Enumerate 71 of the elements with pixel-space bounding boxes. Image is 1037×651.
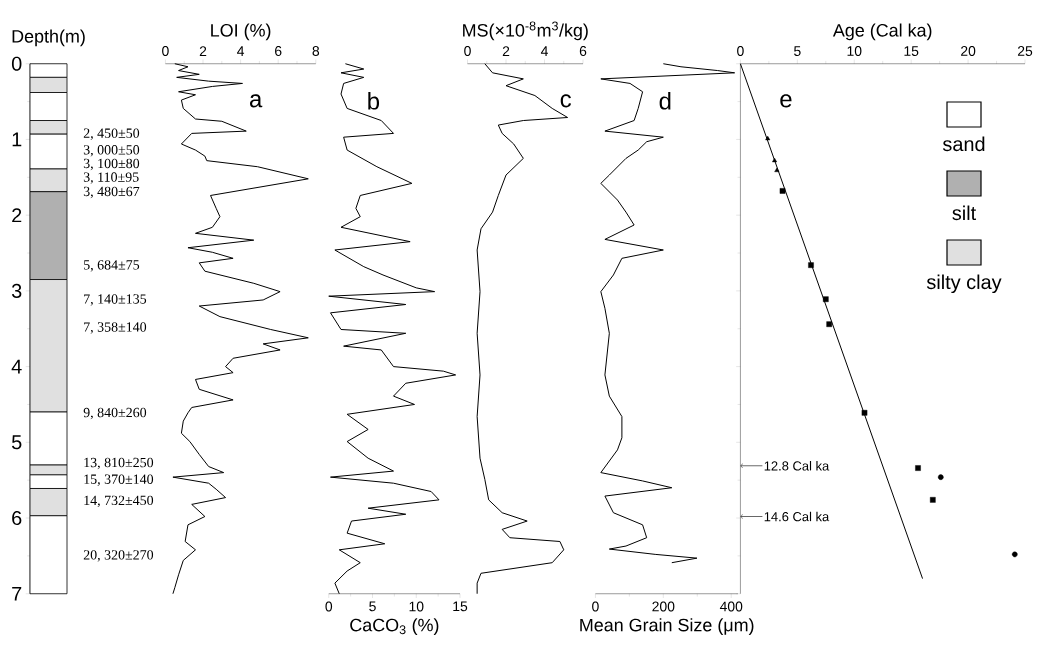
annotation: 14.6 Cal ka — [764, 511, 830, 522]
point — [774, 167, 780, 172]
annotation: 12.8 Cal ka — [764, 461, 830, 471]
text: 3, 110±95 — [83, 172, 139, 184]
x-tick-label: 0 — [592, 601, 599, 612]
legend-label: silt — [952, 205, 977, 221]
y-tick-label: 3 — [11, 283, 22, 298]
text: 2, 450±50 — [83, 128, 140, 140]
x-tick-label: 10 — [409, 601, 424, 612]
text: 15, 370±140 — [84, 474, 154, 486]
y-tick-label: 1 — [12, 132, 22, 147]
annotation: a — [250, 94, 263, 108]
point — [930, 497, 936, 503]
point — [808, 262, 814, 268]
annotation: b — [368, 92, 380, 110]
x-tick-label: 0 — [325, 601, 333, 612]
point — [779, 188, 786, 194]
x-tick-label: 25 — [1017, 46, 1033, 56]
y-tick-label: 2 — [12, 208, 22, 223]
x-tick-label: 4 — [237, 46, 245, 56]
x-tick-label: 0 — [737, 46, 744, 56]
text: 3, 100±80 — [83, 158, 140, 171]
x-tick-label: 10 — [847, 46, 862, 56]
y-tick-label: 4 — [11, 359, 22, 374]
x-axis-title: LOI (%) — [211, 23, 271, 41]
text: 3, 000±50 — [83, 145, 140, 157]
text: 9, 840±260 — [83, 407, 147, 420]
x-axis-title: MS(×10$^{-8}$m$^{3}$/kg) — [463, 21, 588, 41]
point — [861, 409, 868, 416]
y-tick-label: 5 — [11, 435, 22, 450]
point — [826, 321, 832, 327]
x-tick-label: 15 — [453, 601, 468, 612]
x-tick-label: 6 — [579, 46, 587, 56]
x-axis-title: Age (Cal ka) — [832, 23, 932, 41]
x-tick-label: 8 — [312, 46, 320, 56]
x-axis-title: CaCO$_{3}$ (%) — [350, 618, 439, 635]
x-tick-label: 5 — [369, 601, 376, 612]
x-tick-label: 20 — [961, 46, 976, 56]
text: 13, 810±250 — [84, 457, 154, 470]
y-tick-label: 0 — [11, 56, 22, 71]
point — [765, 135, 771, 141]
x-tick-label: 15 — [904, 46, 919, 56]
legend-label: sand — [942, 136, 985, 152]
y-tick-label: 7 — [12, 586, 22, 601]
point — [772, 157, 778, 163]
y-tick-label: 6 — [12, 510, 22, 526]
x-tick-label: 0 — [464, 46, 471, 56]
x-tick-label: 400 — [719, 601, 743, 612]
y-axis-title: Depth(m) — [12, 29, 85, 47]
text: 20, 320±270 — [83, 550, 154, 562]
annotation: d — [659, 92, 671, 110]
annotation: e — [780, 94, 792, 108]
text: 14, 732±450 — [84, 495, 154, 508]
text: 3, 480±67 — [83, 186, 140, 199]
x-axis-title: Mean Grain Size (μm) — [580, 618, 754, 635]
point — [823, 296, 829, 302]
point — [1011, 551, 1018, 558]
x-tick-label: 6 — [275, 46, 282, 56]
text: 7, 140±135 — [84, 294, 147, 306]
legend-label: silty clay — [926, 274, 1002, 294]
annotation: c — [560, 94, 572, 108]
x-tick-label: 2 — [199, 46, 207, 56]
x-tick-label: 5 — [794, 46, 801, 56]
x-tick-label: 4 — [540, 46, 548, 56]
x-tick-label: 0 — [162, 46, 169, 56]
point — [915, 465, 921, 471]
x-tick-label: 2 — [502, 46, 510, 56]
point — [937, 474, 944, 480]
text: 5, 684±75 — [84, 260, 140, 272]
text: 7, 358±140 — [84, 322, 147, 334]
x-tick-label: 200 — [652, 601, 675, 612]
